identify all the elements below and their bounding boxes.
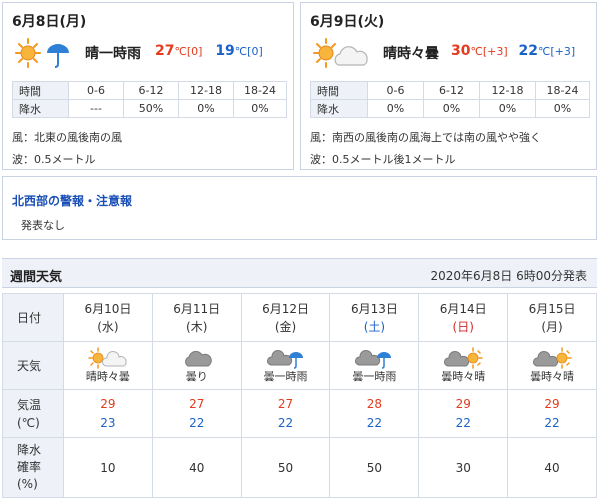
rain-value-row: 降水 0% 0% 0% 0%	[310, 99, 590, 118]
weather-cell: 曇時々晴	[418, 341, 509, 390]
rain-value-row: 降水 --- 50% 0% 0%	[12, 99, 287, 118]
weekly-weather-row: 天気 晴時々曇 曇り 曇一時雨	[2, 341, 597, 390]
weekly-rain-row: 降水 確率 (%) 10 40 50 50 30 40	[2, 437, 597, 498]
today-high-temp: 27	[155, 43, 175, 59]
tomorrow-wave: 波：0.5メートル後1メートル	[310, 153, 456, 166]
today-high-diff: [0]	[186, 45, 203, 58]
temp-cell: 29 23	[63, 389, 153, 438]
weather-cell: 曇り	[151, 341, 242, 390]
sun-cloud-icon	[88, 346, 127, 369]
weekly-title: 週間天気	[10, 270, 63, 285]
rain-time-row: 時間 0-6 6-12 12-18 18-24	[310, 81, 590, 100]
row-label-date: 日付	[2, 293, 64, 342]
weekly-temp-row: 気温 (℃) 29 23 27 22 27 22 28 22 29 22 29 22	[2, 389, 597, 438]
cloud-umbrella-icon	[266, 349, 303, 369]
day-cell: 6月15日 (月)	[507, 293, 597, 342]
today-wind: 風：北東の風後南の風	[12, 131, 122, 144]
tomorrow-low-temp: 22	[518, 43, 539, 59]
tomorrow-high-temp: 30	[451, 43, 471, 59]
tomorrow-low-diff: [+3]	[550, 45, 576, 58]
temp-cell: 27 22	[151, 389, 242, 438]
warning-status: 発表なし	[21, 219, 65, 232]
tomorrow-temps: 30℃[+3] 22℃[+3]	[451, 43, 576, 59]
weekly-header: 週間天気 2020年6月8日 6時00分発表	[2, 258, 597, 288]
rain-cell: 50	[240, 437, 331, 498]
day-cell: 6月10日 (水)	[63, 293, 153, 342]
weekly-table: 日付 6月10日 (水) 6月11日 (木) 6月12日 (金) 6月13日 (土) 6…	[2, 293, 597, 498]
day-cell: 6月12日 (金)	[240, 293, 331, 342]
cloud-sun-icon	[533, 346, 572, 369]
tomorrow-forecast-card: 6月9日(火) 晴時々曇 30℃[+3] 22℃[+3] 時間 0-6 6-12…	[300, 2, 597, 170]
rain-cell: 40	[507, 437, 597, 498]
tomorrow-high-diff: [+3]	[482, 45, 508, 58]
day-cell: 6月13日 (土)	[329, 293, 420, 342]
today-weather-text: 晴一時雨	[85, 46, 141, 62]
tomorrow-rain-table: 時間 0-6 6-12 12-18 18-24 降水 0% 0% 0% 0%	[310, 81, 590, 118]
day-cell: 6月14日 (日)	[418, 293, 509, 342]
row-label-rain: 降水 確率 (%)	[2, 437, 64, 498]
tomorrow-wind: 風：南西の風後南の風海上では南の風やや強く	[310, 131, 541, 144]
sun-umbrella-icon	[15, 38, 69, 68]
cloud-sun-icon	[444, 346, 483, 369]
day-cell: 6月11日 (木)	[151, 293, 242, 342]
weekly-date-row: 日付 6月10日 (水) 6月11日 (木) 6月12日 (金) 6月13日 (土) 6…	[2, 293, 597, 342]
rain-cell: 40	[151, 437, 242, 498]
temp-cell: 29 22	[507, 389, 597, 438]
today-low-temp: 19	[215, 43, 235, 59]
row-label-temp: 気温 (℃)	[2, 389, 64, 438]
rain-cell: 50	[329, 437, 420, 498]
warning-link[interactable]: 北西部の警報・注意報	[12, 194, 133, 208]
today-rain-table: 時間 0-6 6-12 12-18 18-24 降水 --- 50% 0% 0%	[12, 81, 287, 118]
sun-cloud-icon	[313, 38, 368, 68]
rain-cell: 10	[63, 437, 153, 498]
warning-card: 北西部の警報・注意報 発表なし	[2, 176, 597, 240]
cloud-icon	[184, 350, 212, 366]
weather-cell: 曇一時雨	[240, 341, 331, 390]
weather-cell: 曇一時雨	[329, 341, 420, 390]
temp-cell: 28 22	[329, 389, 420, 438]
cloud-umbrella-icon	[355, 349, 392, 369]
weekly-issued-time: 2020年6月8日 6時00分発表	[430, 269, 587, 283]
temp-cell: 29 22	[418, 389, 509, 438]
weather-cell: 曇時々晴	[507, 341, 597, 390]
weather-cell: 晴時々曇	[63, 341, 153, 390]
today-forecast-card: 6月8日(月) 晴一時雨 27℃[0] 19℃[0] 時間 0-6 6-12 1…	[2, 2, 294, 170]
today-wave: 波：0.5メートル	[12, 153, 96, 166]
tomorrow-weather-text: 晴時々曇	[383, 46, 439, 62]
temp-cell: 27 22	[240, 389, 331, 438]
row-label-weather: 天気	[2, 341, 64, 390]
rain-cell: 30	[418, 437, 509, 498]
today-date-title: 6月8日(月)	[12, 14, 87, 30]
today-temps: 27℃[0] 19℃[0]	[155, 43, 263, 59]
today-low-diff: [0]	[247, 45, 263, 58]
tomorrow-date-title: 6月9日(火)	[310, 14, 385, 30]
rain-time-row: 時間 0-6 6-12 12-18 18-24	[12, 81, 287, 100]
